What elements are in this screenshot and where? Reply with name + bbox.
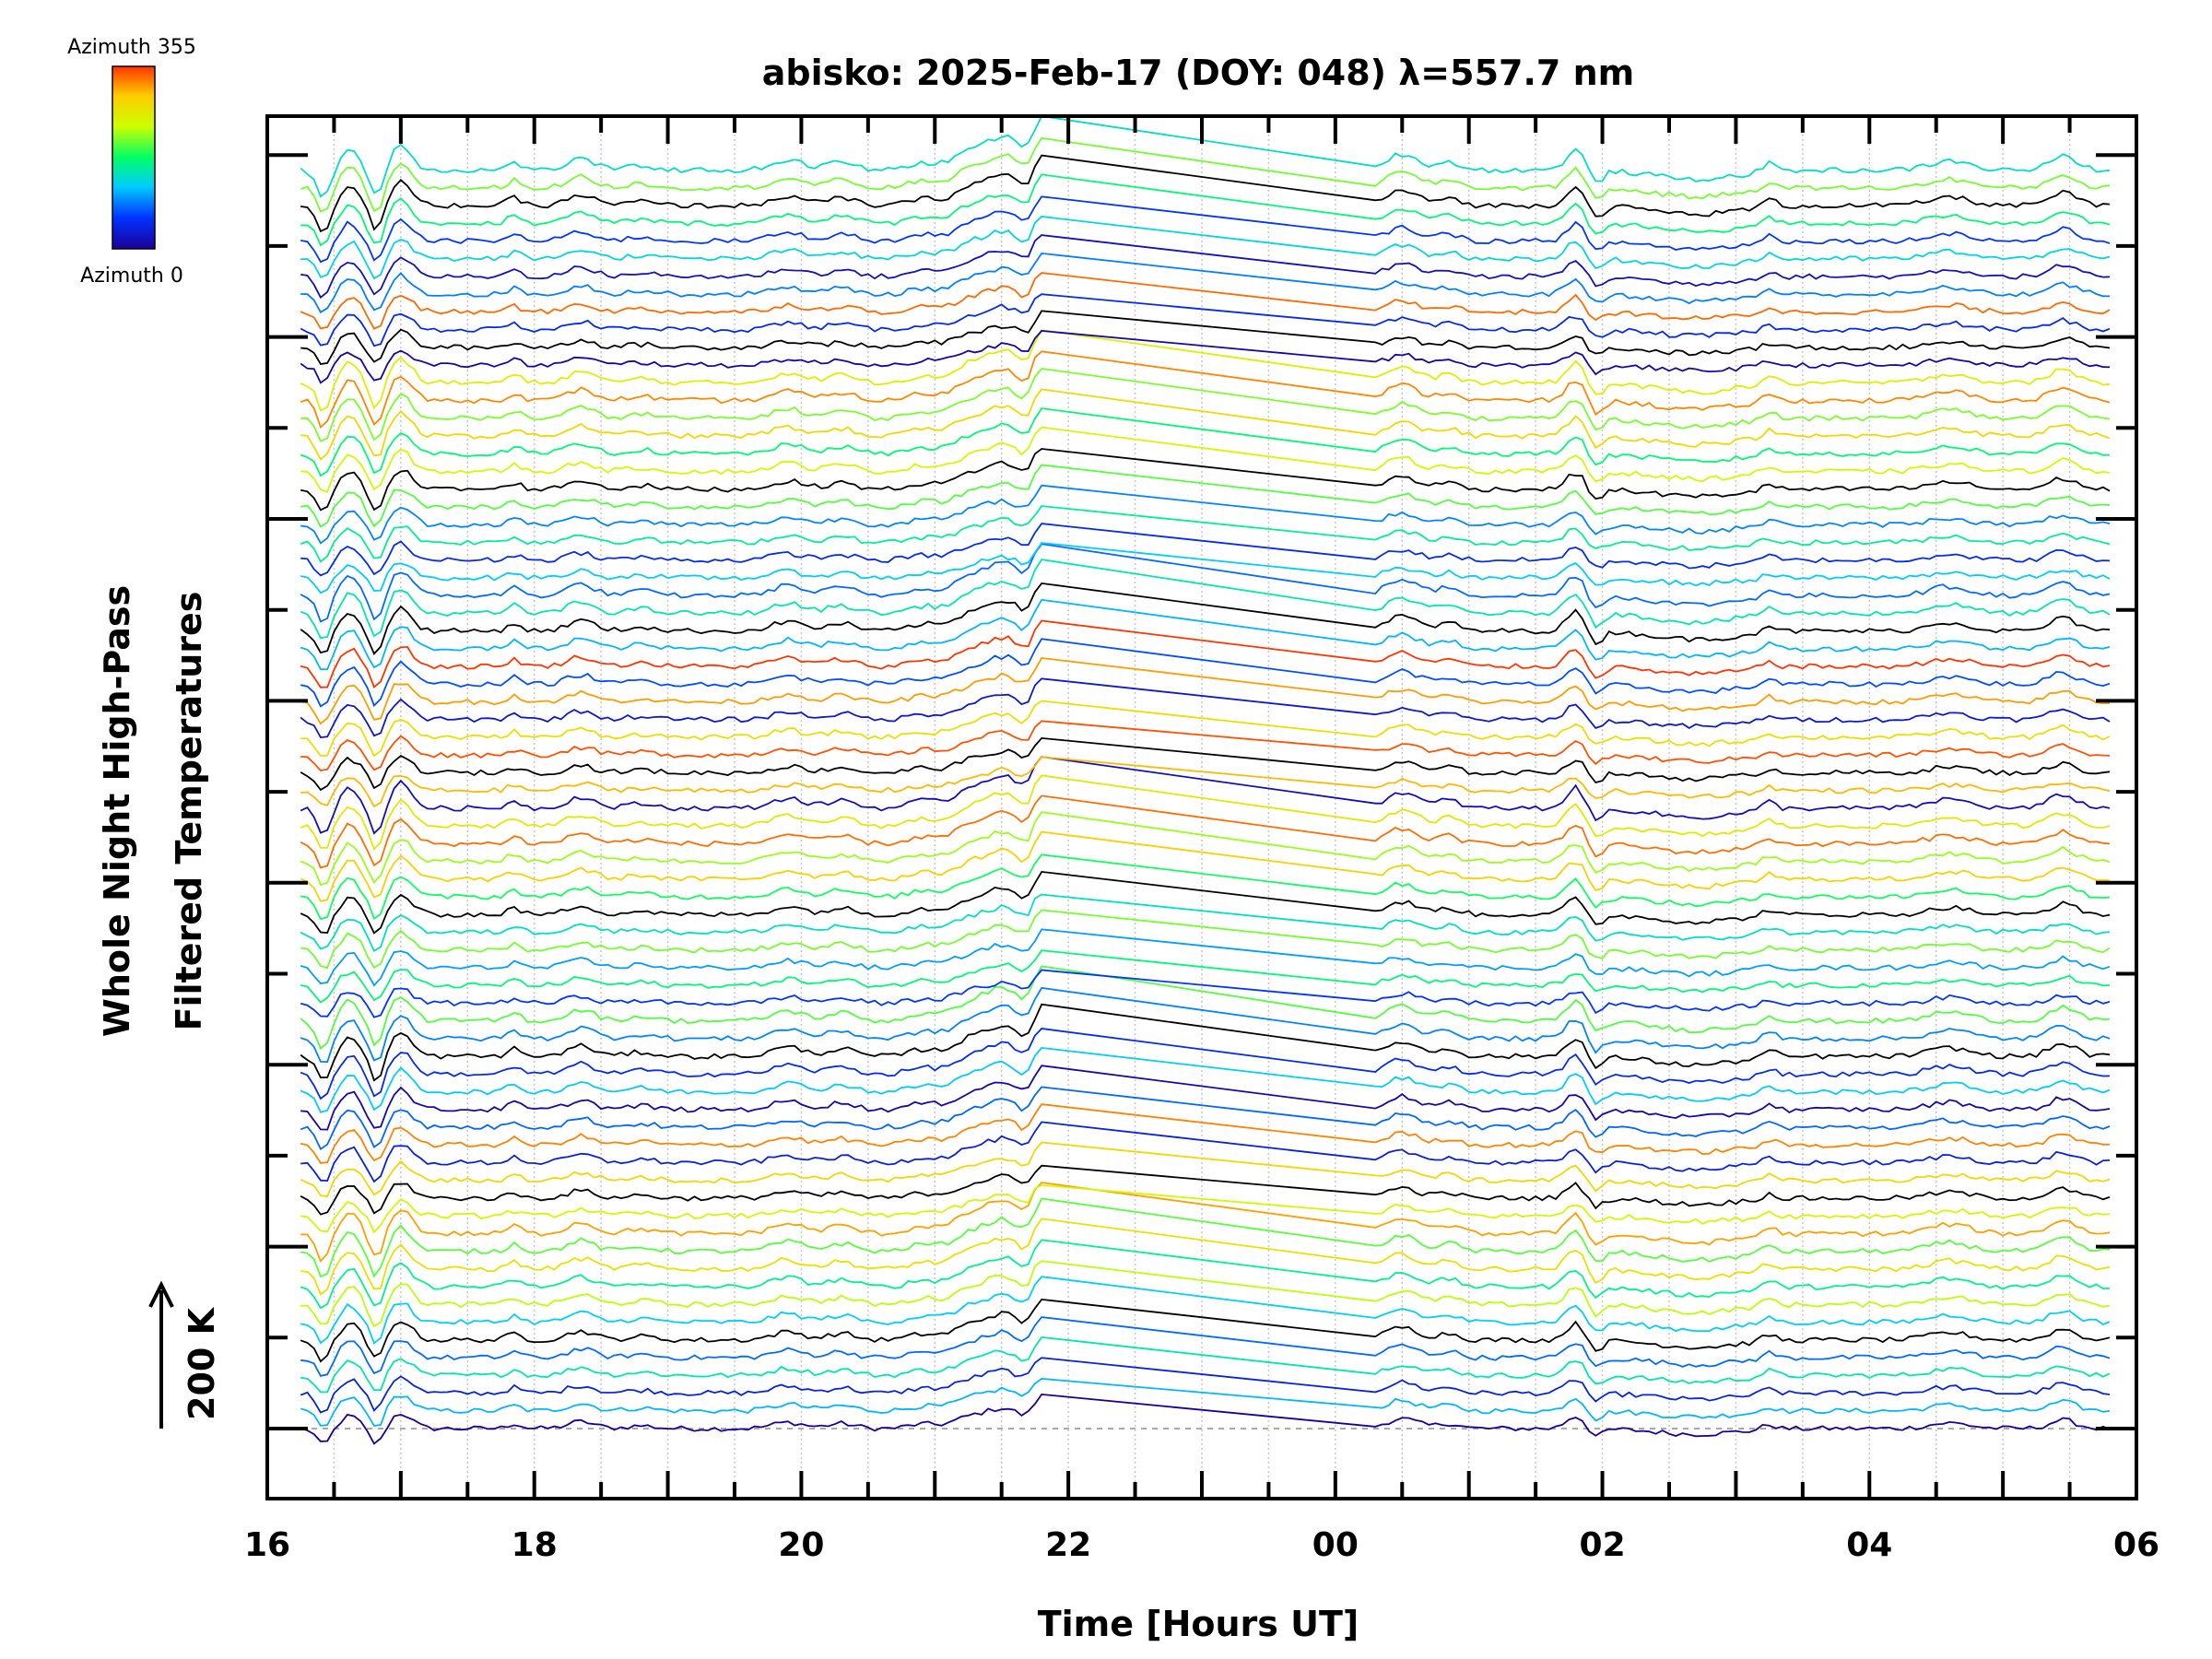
colorbar: Azimuth 355 Azimuth 0 — [67, 36, 196, 288]
x-tick-label: 18 — [512, 1526, 558, 1564]
colorbar-bottom-label: Azimuth 0 — [80, 265, 183, 288]
series-line — [300, 1121, 2111, 1183]
series-line — [300, 811, 2111, 887]
series-line — [300, 195, 2111, 264]
series-line — [300, 986, 2111, 1064]
series-line — [300, 234, 2111, 300]
chart-title: abisko: 2025-Feb-17 (DOY: 048) λ=557.7 n… — [762, 53, 1634, 93]
series-line — [300, 909, 2111, 970]
x-tick-labels: 16 18 20 22 00 02 04 06 — [244, 1526, 2159, 1564]
x-tick-label: 04 — [1846, 1526, 1892, 1564]
x-tick-label: 22 — [1045, 1526, 1091, 1564]
x-axis-label: Time [Hours UT] — [1038, 1604, 1359, 1644]
series-line — [300, 1377, 2111, 1427]
series-line — [300, 1276, 2111, 1345]
series-line — [300, 1357, 2111, 1414]
y-axis-label-line1: Whole Night High-Pass — [97, 585, 137, 1037]
series-line — [300, 368, 2111, 442]
series-line — [300, 216, 2111, 280]
series-line — [300, 1164, 2111, 1216]
series-line — [300, 1028, 2111, 1100]
scale-bar-label: 200 K — [182, 1306, 222, 1420]
series-line — [300, 582, 2111, 656]
series-line — [300, 1141, 2111, 1198]
series-line — [300, 853, 2111, 921]
x-tick-label: 20 — [778, 1526, 824, 1564]
series-line — [300, 756, 2111, 835]
series-line — [300, 1103, 2111, 1164]
x-tick-label: 00 — [1312, 1526, 1359, 1564]
series-line — [300, 1086, 2111, 1151]
vertical-grid — [333, 116, 2071, 1499]
series-line — [300, 542, 2111, 594]
series-line — [300, 1182, 2111, 1263]
series-line — [300, 407, 2111, 477]
series-line — [300, 949, 2111, 1004]
series-line — [300, 1298, 2111, 1363]
series-line — [300, 448, 2111, 512]
series-line — [300, 543, 2111, 623]
series-line — [300, 350, 2111, 429]
series-line — [300, 1239, 2111, 1310]
series-line — [300, 756, 2111, 808]
series-line — [300, 794, 2111, 869]
series-line — [300, 736, 2111, 792]
series-line — [300, 657, 2111, 725]
x-tick-label: 06 — [2113, 1526, 2159, 1564]
series-line — [300, 310, 2111, 365]
series-line — [300, 1335, 2111, 1394]
series-line — [300, 136, 2111, 213]
series-line — [300, 1183, 2111, 1234]
series-line — [300, 1218, 2111, 1296]
series-line — [300, 1065, 2111, 1131]
series-line — [300, 329, 2111, 412]
series-line — [300, 173, 2111, 247]
colorbar-gradient — [112, 65, 156, 250]
x-tick-label: 02 — [1580, 1526, 1626, 1564]
series-line — [300, 388, 2111, 461]
series-line — [300, 272, 2111, 330]
x-tick-label: 16 — [244, 1526, 290, 1564]
series-line — [300, 1316, 2111, 1377]
scale-bar: 200 K — [148, 1280, 222, 1429]
series-line — [300, 1393, 2111, 1445]
series-line — [300, 774, 2111, 851]
series-line — [300, 330, 2111, 384]
series-line — [300, 928, 2111, 987]
scale-arrow-head — [148, 1280, 174, 1308]
series-line — [300, 154, 2111, 233]
series-line — [300, 523, 2111, 577]
series-line — [300, 252, 2111, 314]
series-line — [300, 598, 2111, 671]
series-line — [300, 559, 2111, 640]
series-line — [300, 619, 2111, 689]
series-line — [300, 965, 2111, 1050]
series-line — [300, 700, 2111, 758]
y-axis-label-line2: Filtered Temperatures — [169, 592, 209, 1031]
series-line — [300, 830, 2111, 902]
series-line — [300, 426, 2111, 493]
series-line — [300, 893, 2111, 952]
series-line — [300, 1197, 2111, 1278]
series-line — [300, 638, 2111, 708]
series-line — [300, 505, 2111, 563]
series-line — [300, 1046, 2111, 1113]
series-line — [300, 969, 2111, 1018]
series-line — [300, 677, 2111, 739]
axis-ticks — [267, 116, 2136, 1499]
series-line — [300, 293, 2111, 347]
colorbar-top-label: Azimuth 355 — [67, 36, 196, 59]
series-line — [300, 484, 2111, 545]
series-line — [300, 116, 2111, 198]
series-line — [300, 870, 2111, 935]
series-line — [300, 464, 2111, 528]
series-line — [300, 720, 2111, 771]
series-line — [300, 1260, 2111, 1328]
series-line — [300, 1003, 2111, 1082]
temperature-series — [300, 116, 2111, 1445]
